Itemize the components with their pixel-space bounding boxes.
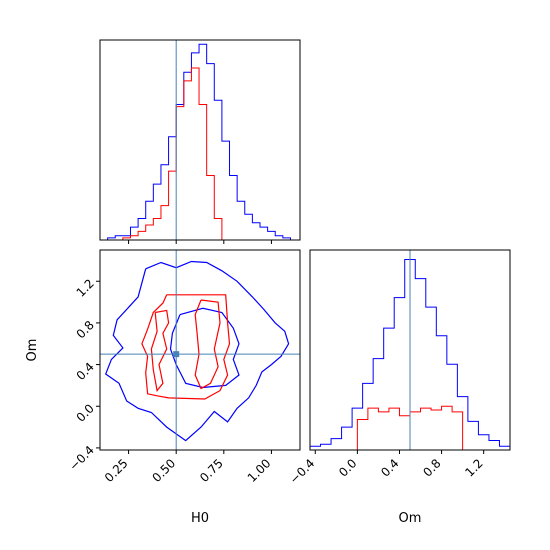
om-ytick-label: 1.2 [74, 276, 97, 299]
om-histogram-panel: −0.4 0.0 0.4 0.8 1.2 Om [287, 249, 511, 526]
contour-line-1 [169, 307, 240, 389]
h0-axis-label: H0 [191, 511, 209, 526]
om-xtick-label: −0.4 [287, 456, 318, 487]
truth-marker [173, 351, 180, 358]
h0-xtick-label: 0.75 [197, 456, 226, 485]
h0-histogram-series-1 [115, 67, 230, 241]
h0-histogram-series-0 [100, 43, 291, 241]
contour-line-3 [194, 299, 221, 390]
om-ytick-label: 0.0 [74, 401, 97, 424]
contour-line-0 [104, 260, 290, 442]
h0-xtick-label: 0.25 [102, 456, 131, 485]
om-ytick-label: 0.8 [74, 318, 97, 341]
h0-histogram-frame [99, 39, 301, 241]
contour-line-2 [141, 294, 231, 400]
om-histogram-frame [309, 249, 511, 451]
h0-om-contour-frame [99, 249, 301, 451]
h0-om-contour-panel: 0.25 0.50 0.75 1.00 −0.4 0.0 0.4 0.8 1.2 H0 Om [25, 249, 301, 526]
om-histogram-axis-label: Om [399, 511, 422, 526]
h0-histogram-panel [99, 39, 301, 244]
om-xtick-label: 0.8 [420, 456, 443, 479]
om-ytick-label: −0.4 [66, 443, 97, 474]
om-ytick-label: 0.4 [74, 360, 97, 383]
h0-xtick-label: 1.00 [245, 456, 274, 485]
om-axis-label: Om [25, 339, 40, 362]
om-xtick-label: 0.0 [336, 456, 359, 479]
contour-line-4 [150, 309, 170, 393]
h0-xtick-label: 0.50 [150, 456, 179, 485]
om-xtick-label: 1.2 [462, 456, 485, 479]
om-xtick-label: 0.4 [378, 456, 401, 479]
